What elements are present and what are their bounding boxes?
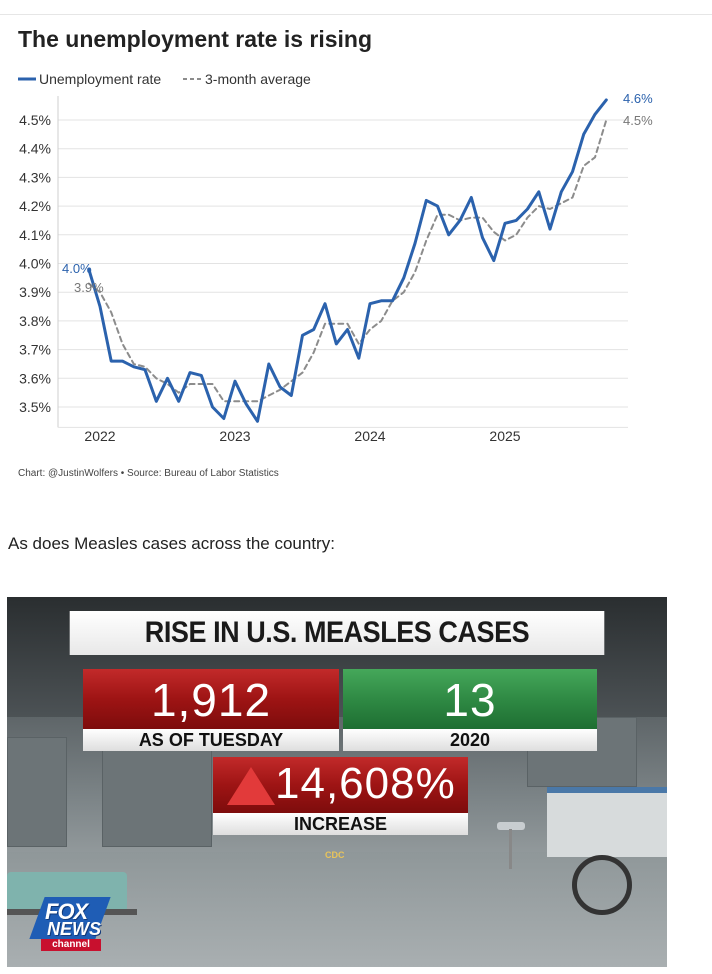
x-tick-label: 2022 <box>84 428 115 444</box>
past-count-value: 13 <box>443 674 497 726</box>
y-tick-label: 4.0% <box>19 256 51 272</box>
wall-cabinet <box>7 737 67 847</box>
increase-label: INCREASE <box>213 813 468 835</box>
counter <box>547 787 667 857</box>
chart-source: Chart: @JustinWolfers • Source: Bureau o… <box>18 468 279 479</box>
legend-label-rate: Unemployment rate <box>39 71 161 87</box>
increase-up-triangle-icon <box>227 767 275 805</box>
cdc-watermark: CDC <box>325 850 345 860</box>
increase-box: 14,608% <box>213 757 468 813</box>
y-tick-label: 4.3% <box>19 169 51 185</box>
y-tick-label: 3.7% <box>19 342 51 358</box>
logo-news-text: NEWS <box>47 919 101 939</box>
chart-gridlines <box>57 96 628 428</box>
y-tick-label: 3.8% <box>19 313 51 329</box>
logo-channel-text: channel <box>41 939 101 951</box>
past-count-label: 2020 <box>343 729 597 751</box>
current-count-label: AS OF TUESDAY <box>83 729 339 751</box>
stool <box>497 822 525 830</box>
graphic-title: RISE IN U.S. MEASLES CASES <box>69 611 605 655</box>
increase-value: 14,608% <box>275 759 456 808</box>
y-tick-label: 4.2% <box>19 198 51 214</box>
y-tick-label: 3.9% <box>19 284 51 300</box>
logo-fox-text: FOX <box>45 899 88 924</box>
y-tick-label: 4.4% <box>19 141 51 157</box>
wheelchair <box>572 855 632 915</box>
x-axis-ticks: 2022 2023 2024 2025 <box>84 428 520 444</box>
x-tick-label: 2023 <box>219 428 250 444</box>
series-line-unemployment-rate <box>87 98 608 423</box>
y-tick-label: 4.5% <box>19 112 51 128</box>
legend-label-average: 3-month average <box>205 71 311 87</box>
stool-leg <box>509 829 512 869</box>
annotation-end-average: 4.5% <box>623 113 653 128</box>
y-tick-label: 4.1% <box>19 227 51 243</box>
current-count-box: 1,912 <box>83 669 339 729</box>
fox-news-logo: FOX NEWS channel <box>29 897 111 953</box>
y-tick-label: 3.6% <box>19 370 51 386</box>
x-tick-label: 2025 <box>489 428 520 444</box>
annotation-start-average: 3.9% <box>74 280 104 295</box>
wall-cabinet <box>102 747 212 847</box>
y-axis-ticks: 4.5% 4.4% 4.3% 4.2% 4.1% 4.0% 3.9% 3.8% 3.7% 3.6%… <box>19 112 51 415</box>
chart-series <box>87 98 608 423</box>
chart-title: The unemployment rate is rising <box>18 26 372 52</box>
unemployment-chart: The unemployment rate is rising Unemploy… <box>18 26 653 479</box>
current-count-value: 1,912 <box>150 674 272 726</box>
past-count-box: 13 <box>343 669 597 729</box>
series-line-3-month-average <box>87 119 608 403</box>
y-tick-label: 3.5% <box>19 399 51 415</box>
annotation-end-rate: 4.6% <box>623 91 653 106</box>
x-tick-label: 2024 <box>354 428 385 444</box>
annotation-start-rate: 4.0% <box>62 261 92 276</box>
measles-graphic: RISE IN U.S. MEASLES CASES 1,912 AS OF T… <box>7 597 667 967</box>
chart-legend: Unemployment rate 3-month average <box>18 71 311 87</box>
post-text: As does Measles cases across the country… <box>8 534 335 553</box>
top-divider <box>0 14 712 15</box>
